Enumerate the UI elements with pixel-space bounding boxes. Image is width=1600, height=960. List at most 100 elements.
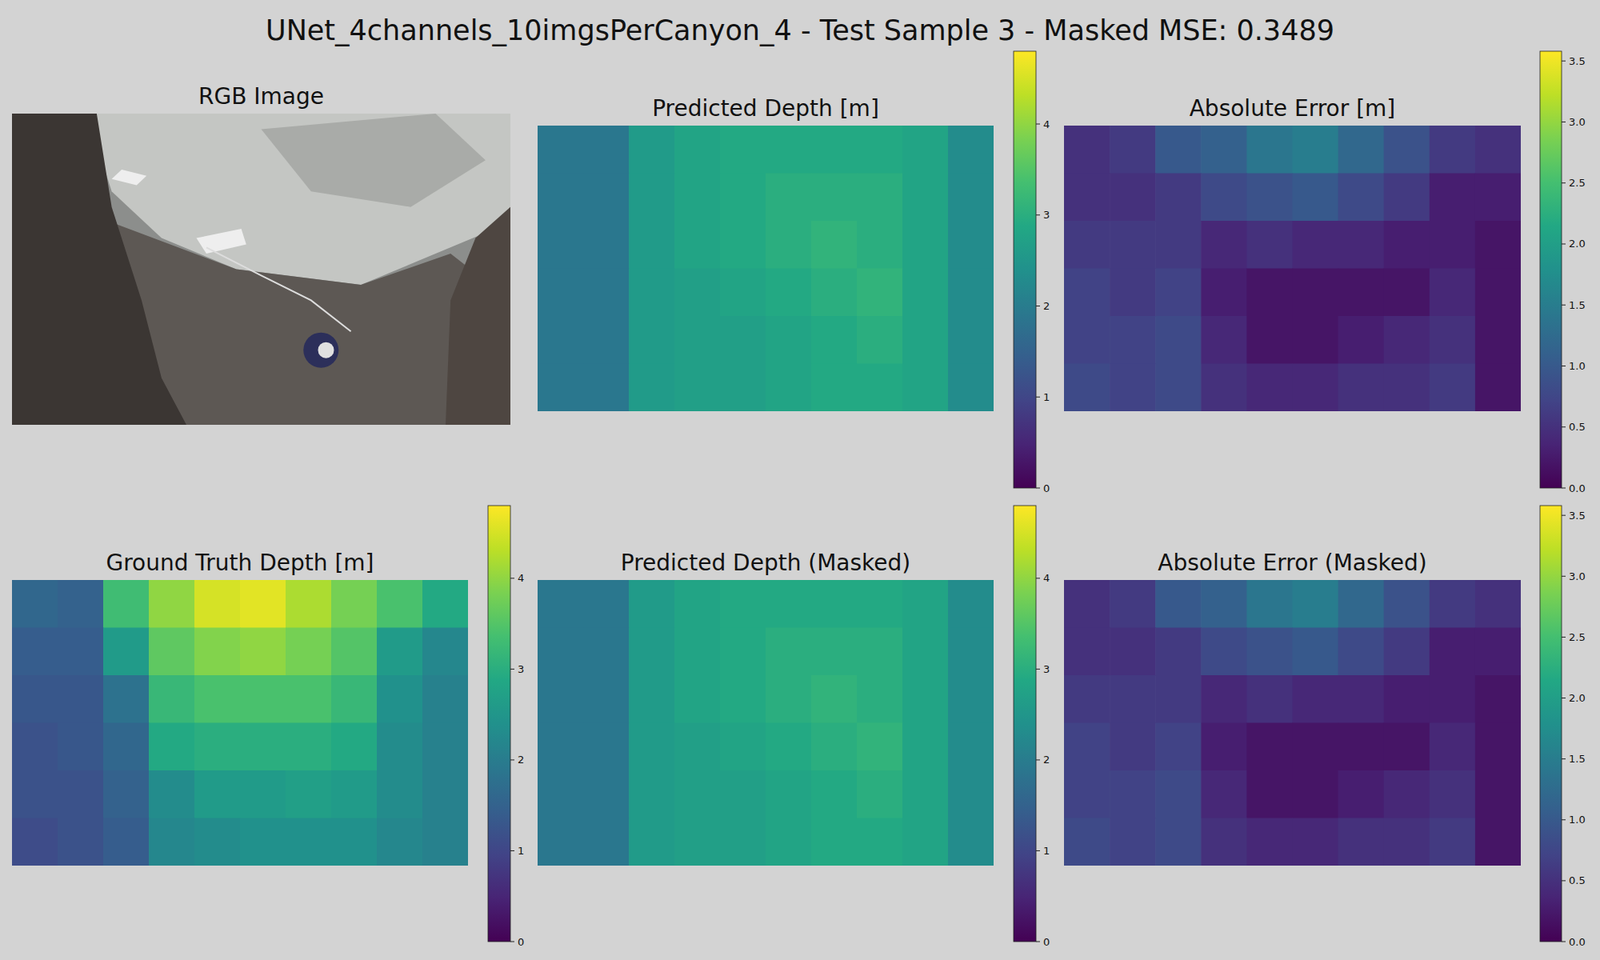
heat-cell: [103, 723, 150, 772]
heat-cell: [1064, 220, 1111, 269]
colorbar-tick: [1036, 488, 1040, 489]
heat-cell: [1338, 316, 1385, 364]
heat-cell: [1384, 580, 1431, 628]
heat-cell: [240, 770, 287, 819]
heat-cell: [1064, 364, 1111, 412]
heat-cell: [1200, 316, 1248, 364]
colorbar-tick-label: 1.5: [1568, 299, 1586, 312]
tag: [196, 228, 247, 254]
heat-cell: [856, 173, 904, 222]
heat-cell: [1246, 268, 1293, 317]
colorbar-tick: [510, 668, 515, 670]
heat-cell: [1475, 675, 1521, 724]
colorbar-tick-label: 2.5: [1568, 631, 1586, 644]
colorbar-tick-label: 2: [1043, 300, 1050, 312]
heat-cell: [1384, 675, 1431, 724]
heat-cell: [1200, 364, 1248, 412]
heat-cell: [1384, 125, 1431, 174]
heat-cell: [628, 316, 676, 364]
heat-cell: [674, 125, 721, 174]
heat-cell: [103, 628, 150, 676]
heat-cell: [856, 580, 904, 628]
heat-cell: [1109, 818, 1156, 867]
heat-cell: [811, 364, 858, 412]
suptitle: UNet_4channels_10imgsPerCanyon_4 - Test …: [265, 14, 1335, 47]
heat-cell: [856, 723, 904, 772]
heat-cell: [1155, 173, 1202, 222]
heat-cell: [331, 770, 378, 819]
heat-cell: [811, 316, 858, 364]
heat-cell: [1338, 364, 1385, 412]
panel-body: [537, 580, 994, 866]
heat-cell: [1155, 770, 1202, 819]
colorbar-tick-label: 1.0: [1568, 813, 1586, 826]
heat-cell: [1475, 125, 1521, 174]
heat-cell: [1246, 125, 1293, 174]
heat-cell: [720, 675, 767, 724]
heat-cell: [12, 628, 59, 676]
heat-cell: [1200, 628, 1248, 676]
heat-cell: [537, 770, 584, 819]
colorbar-tick-label: 2: [1043, 753, 1050, 766]
heat-cell: [1429, 580, 1476, 628]
heat-cell: [1292, 723, 1340, 772]
heat-cell: [902, 125, 949, 174]
heat-cell: [57, 770, 104, 819]
heat-cell: [194, 675, 241, 724]
heat-cell: [537, 628, 584, 676]
heat-cell: [1109, 125, 1156, 174]
heat-cell: [422, 675, 468, 724]
heat-cell: [1292, 675, 1340, 724]
right-rock: [445, 207, 511, 425]
colorbar-tick-label: 3.0: [1568, 116, 1586, 128]
heat-cell: [1155, 675, 1202, 724]
heat-cell: [1429, 770, 1476, 819]
panel-body: [537, 125, 994, 412]
heat-cell: [57, 818, 104, 867]
heat-cell: [1064, 580, 1111, 628]
heat-cell: [285, 770, 332, 819]
colorbar-tick-label: 4: [1043, 118, 1050, 131]
colorbar-tick: [1036, 668, 1040, 670]
panel-body: [12, 580, 468, 866]
heat-cell: [765, 723, 812, 772]
heat-cell: [1155, 268, 1202, 317]
photo-base: [12, 113, 511, 425]
heat-cell: [856, 268, 904, 317]
heat-cell: [537, 723, 584, 772]
heat-cell: [811, 818, 858, 867]
colorbar-tick: [1036, 305, 1040, 307]
heat-cell: [856, 675, 904, 724]
heat-cell: [583, 628, 630, 676]
colorbar: [1013, 505, 1036, 942]
heat-cell: [1246, 580, 1293, 628]
colorbar-tick-label: 2.5: [1568, 176, 1586, 189]
heat-cell: [1338, 125, 1385, 174]
colorbar-tick: [1561, 121, 1566, 123]
heat-cell: [103, 770, 150, 819]
heat-cell: [948, 220, 994, 269]
heat-cell: [1338, 675, 1385, 724]
heat-cell: [583, 770, 630, 819]
heat-cell: [765, 675, 812, 724]
colorbar-tick: [1036, 577, 1040, 579]
colorbar: [1540, 51, 1562, 488]
colorbar-tick-label: 0: [1043, 936, 1050, 948]
heat-cell: [856, 125, 904, 174]
heat-cell: [148, 580, 196, 628]
heat-cell: [628, 628, 676, 676]
heat-cell: [103, 580, 150, 628]
colorbar-tick-label: 3.5: [1568, 509, 1586, 522]
heat-cell: [1200, 580, 1248, 628]
heat-cell: [376, 675, 424, 724]
heat-cell: [583, 268, 630, 317]
heat-cell: [674, 628, 721, 676]
heat-cell: [1109, 675, 1156, 724]
colorbar-tick-label: 1: [1043, 391, 1050, 404]
heat-cell: [1429, 628, 1476, 676]
heat-cell: [12, 723, 59, 772]
heat-cell: [856, 628, 904, 676]
colorbar-tick: [1561, 243, 1566, 244]
heat-cell: [194, 770, 241, 819]
heat-cell: [902, 770, 949, 819]
